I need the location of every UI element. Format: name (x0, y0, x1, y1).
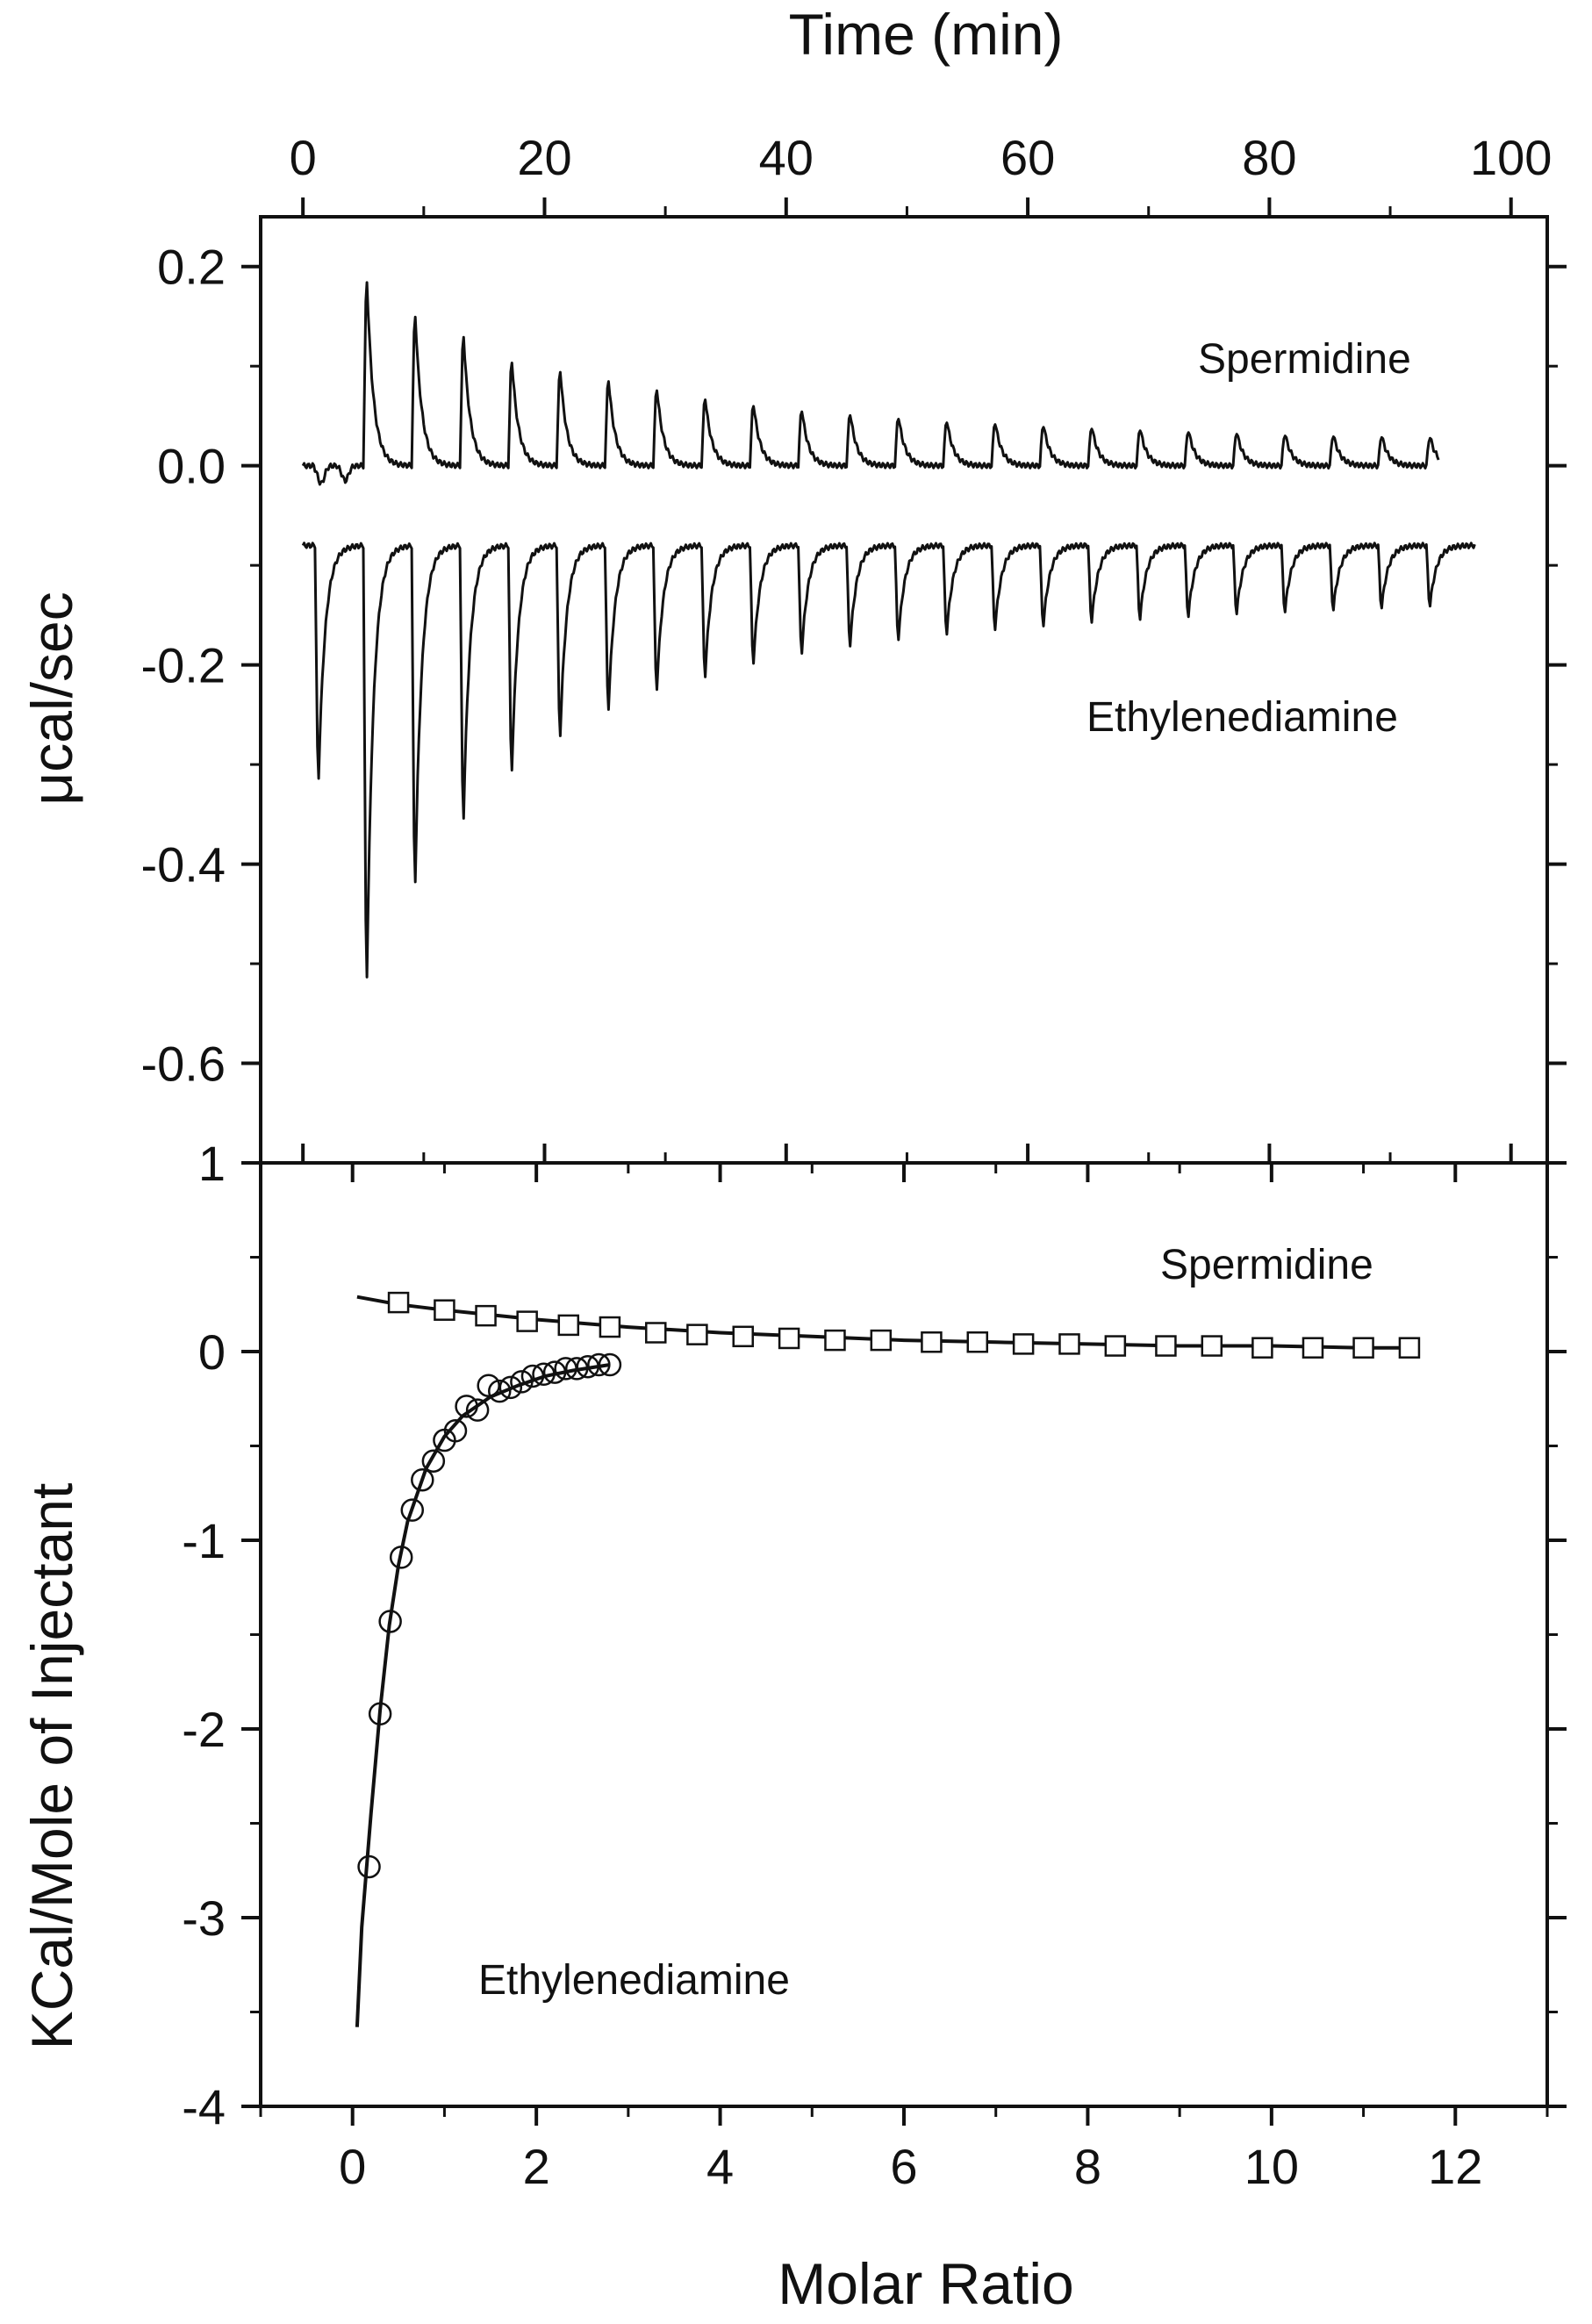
spermidine-data-point (1201, 1335, 1223, 1357)
ethylenediamine-data-point (598, 1352, 622, 1377)
ethylenediamine-data-point (510, 1370, 534, 1394)
bottom-x-tick-label: 6 (890, 2139, 917, 2194)
top-ethylenediamine-label: Ethylenediamine (1086, 694, 1398, 741)
ethylenediamine-data-point (455, 1395, 478, 1418)
ethylenediamine-data-point (576, 1354, 600, 1379)
spermidine-data-point (824, 1329, 846, 1352)
bottom-y-tick-label: -1 (182, 1513, 226, 1568)
bottom-x-tick-label: 8 (1074, 2139, 1101, 2194)
bottom-y-tick-label: 1 (198, 1136, 226, 1191)
spermidine-data-point (1155, 1335, 1177, 1357)
spermidine-data-point (1251, 1337, 1273, 1359)
spermidine-heat-trace (301, 281, 1440, 486)
bottom-y-tick-label: -3 (182, 1890, 226, 1946)
top-x-tick-label: 20 (517, 130, 571, 185)
ethylenediamine-data-point (400, 1498, 425, 1522)
ethylenediamine-data-point (520, 1364, 545, 1388)
bottom-y-tick-label: -4 (182, 2079, 226, 2134)
spermidine-data-point (1012, 1333, 1035, 1355)
bottom-x-tick-label: 4 (706, 2139, 734, 2194)
spermidine-data-point (732, 1325, 754, 1348)
spermidine-data-point (1104, 1335, 1127, 1357)
spermidine-data-point (686, 1323, 708, 1345)
ethylenediamine-data-point (421, 1449, 446, 1473)
bottom-x-axis-title: Molar Ratio (778, 2251, 1073, 2316)
spermidine-data-point (1058, 1333, 1080, 1355)
spermidine-data-point (599, 1316, 621, 1338)
ethylenediamine-data-point (477, 1374, 500, 1397)
spermidine-data-point (1302, 1337, 1324, 1359)
ethylenediamine-data-point (411, 1467, 434, 1492)
ethylenediamine-data-point (465, 1398, 490, 1422)
spermidine-data-point (645, 1322, 667, 1344)
bottom-x-tick-label: 0 (339, 2139, 366, 2194)
top-y-tick-label: -0.4 (141, 837, 226, 893)
spermidine-data-point (778, 1327, 800, 1350)
top-spermidine-label: Spermidine (1198, 336, 1411, 383)
spermidine-data-point (434, 1299, 455, 1321)
bottom-y-tick-label: 0 (198, 1324, 226, 1380)
bottom-y-axis-title: KCal/Mole of Injectant (19, 1483, 84, 2050)
top-y-axis-title: μcal/sec (19, 592, 84, 805)
ethylenediamine-data-point (554, 1357, 577, 1381)
top-x-tick-label: 0 (290, 130, 317, 185)
spermidine-data-point (1352, 1337, 1374, 1359)
top-x-tick-label: 80 (1242, 130, 1296, 185)
ethylenediamine-heat-trace (301, 542, 1476, 979)
ethylenediamine-data-point (532, 1362, 556, 1387)
spermidine-data-point (557, 1314, 580, 1337)
spermidine-data-point (966, 1331, 989, 1353)
bottom-x-tick-label: 12 (1428, 2139, 1482, 2194)
bottom-x-tick-label: 10 (1244, 2139, 1299, 2194)
spermidine-data-point (387, 1291, 410, 1314)
ethylenediamine-data-point (357, 1854, 381, 1879)
top-x-axis-title: Time (min) (789, 2, 1064, 67)
top-panel-raw-heat: 0 20 40 60 80 100 0.2 0.0 -0.2 -0.4 -0.6 Time (min)… (19, 2, 1567, 1165)
top-y-tick-label: 0.0 (157, 439, 226, 494)
bottom-x-tick-label: 2 (523, 2139, 550, 2194)
bottom-ethylenediamine-label: Ethylenediamine (478, 1957, 790, 2004)
top-x-tick-label: 40 (759, 130, 814, 185)
ethylenediamine-data-point (587, 1352, 611, 1377)
ethylenediamine-data-point (443, 1419, 468, 1443)
bottom-spermidine-label: Spermidine (1160, 1242, 1373, 1288)
top-y-tick-label: 0.2 (157, 240, 226, 295)
spermidine-data-point (870, 1329, 893, 1352)
spermidine-data-point (921, 1331, 943, 1353)
ethylenediamine-data-point (378, 1610, 402, 1633)
bottom-y-tick-label: -2 (182, 1702, 226, 1757)
spermidine-data-point (1398, 1337, 1421, 1359)
ethylenediamine-data-point (368, 1702, 392, 1726)
ethylenediamine-data-point (542, 1360, 567, 1384)
ethylenediamine-data-point (488, 1379, 512, 1403)
ethylenediamine-data-point (389, 1546, 413, 1569)
top-x-tick-label: 100 (1470, 130, 1552, 185)
top-x-tick-label: 60 (1000, 130, 1055, 185)
ethylenediamine-data-point (564, 1357, 589, 1381)
ethylenediamine-data-point (498, 1375, 523, 1400)
spermidine-data-point (516, 1310, 538, 1332)
top-y-tick-label: -0.6 (141, 1036, 226, 1092)
top-y-tick-label: -0.2 (141, 638, 226, 693)
spermidine-data-point (475, 1304, 497, 1327)
